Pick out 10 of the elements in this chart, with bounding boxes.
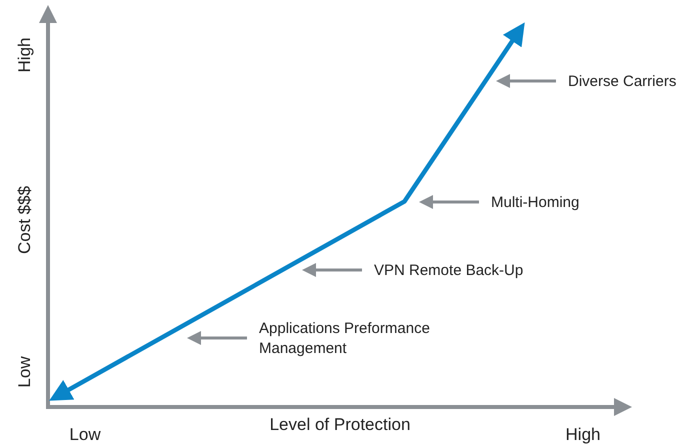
x-axis-title: Level of Protection <box>270 415 410 434</box>
y-axis-title: Cost $$$ <box>15 185 34 254</box>
text: Low <box>15 356 34 388</box>
annotation: VPN Remote Back-Up <box>374 262 524 279</box>
text: High <box>566 425 600 444</box>
annotation: Applications Preformance Management <box>259 320 430 357</box>
text: High <box>15 38 34 72</box>
text: Low <box>69 425 102 444</box>
annotation: Diverse Carriers <box>568 73 676 90</box>
annotation: Multi-Homing <box>491 194 580 211</box>
